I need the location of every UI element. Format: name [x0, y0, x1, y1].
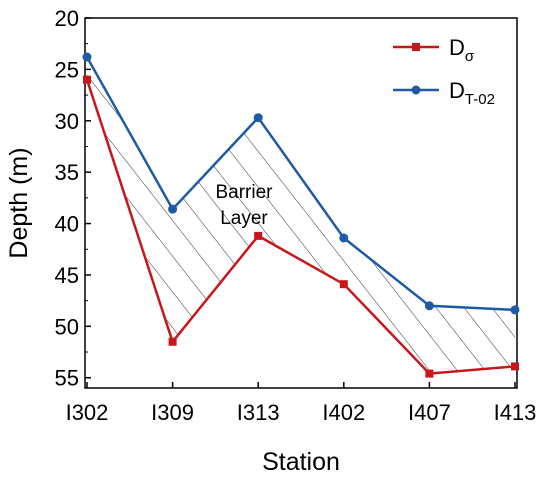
legend-label-d-t02: DT-02 [449, 78, 495, 108]
y-tick-label: 50 [55, 314, 79, 339]
y-tick-label: 30 [55, 109, 79, 134]
x-tick-label: I407 [408, 400, 451, 425]
y-axis-title: Depth (m) [5, 147, 33, 258]
series-line [85, 56, 516, 312]
data-point [511, 362, 519, 371]
y-tick-label: 55 [55, 366, 79, 391]
legend-marker-d-sigma [412, 43, 420, 51]
data-point [424, 301, 434, 311]
x-axis: I302 I309 I313 I402 I407 I413 [66, 382, 537, 425]
x-tick-label: I309 [151, 400, 194, 425]
y-tick-label: 25 [55, 57, 79, 82]
x-tick-label: I413 [494, 400, 537, 425]
data-point [168, 337, 177, 346]
series-layer [82, 52, 520, 378]
y-axis: 20 25 30 35 40 45 50 55 [55, 6, 91, 391]
x-tick-label: I402 [322, 400, 365, 425]
series-0 [83, 75, 519, 378]
data-point [83, 75, 91, 84]
y-tick-label: 35 [55, 160, 79, 185]
legend-marker-d-t02 [411, 85, 421, 95]
data-point [168, 204, 178, 214]
barrier-annotation-line-1: Barrier [215, 182, 273, 203]
x-axis-title: Station [262, 448, 340, 476]
y-tick-label: 40 [55, 212, 79, 237]
hatch-fill [87, 57, 515, 374]
data-point [254, 231, 263, 240]
data-point [339, 233, 349, 243]
plot-frame [84, 17, 518, 389]
barrier-layer-hatch-region [87, 57, 515, 374]
series-line [85, 79, 516, 375]
y-tick-label: 45 [55, 263, 79, 288]
data-point [339, 280, 348, 289]
data-point [253, 113, 263, 123]
data-point [510, 305, 520, 315]
x-tick-label: I313 [237, 400, 280, 425]
data-point [82, 52, 92, 62]
barrier-annotation-line-2: Layer [220, 208, 268, 229]
x-tick-label: I302 [66, 400, 109, 425]
legend: Dσ DT-02 [393, 35, 495, 108]
legend-label-d-sigma: Dσ [449, 35, 475, 65]
y-tick-label: 20 [55, 6, 79, 31]
data-point [425, 369, 434, 378]
legend-item-d-t02: DT-02 [393, 78, 495, 108]
legend-item-d-sigma: Dσ [393, 35, 475, 65]
series-1 [82, 52, 520, 315]
